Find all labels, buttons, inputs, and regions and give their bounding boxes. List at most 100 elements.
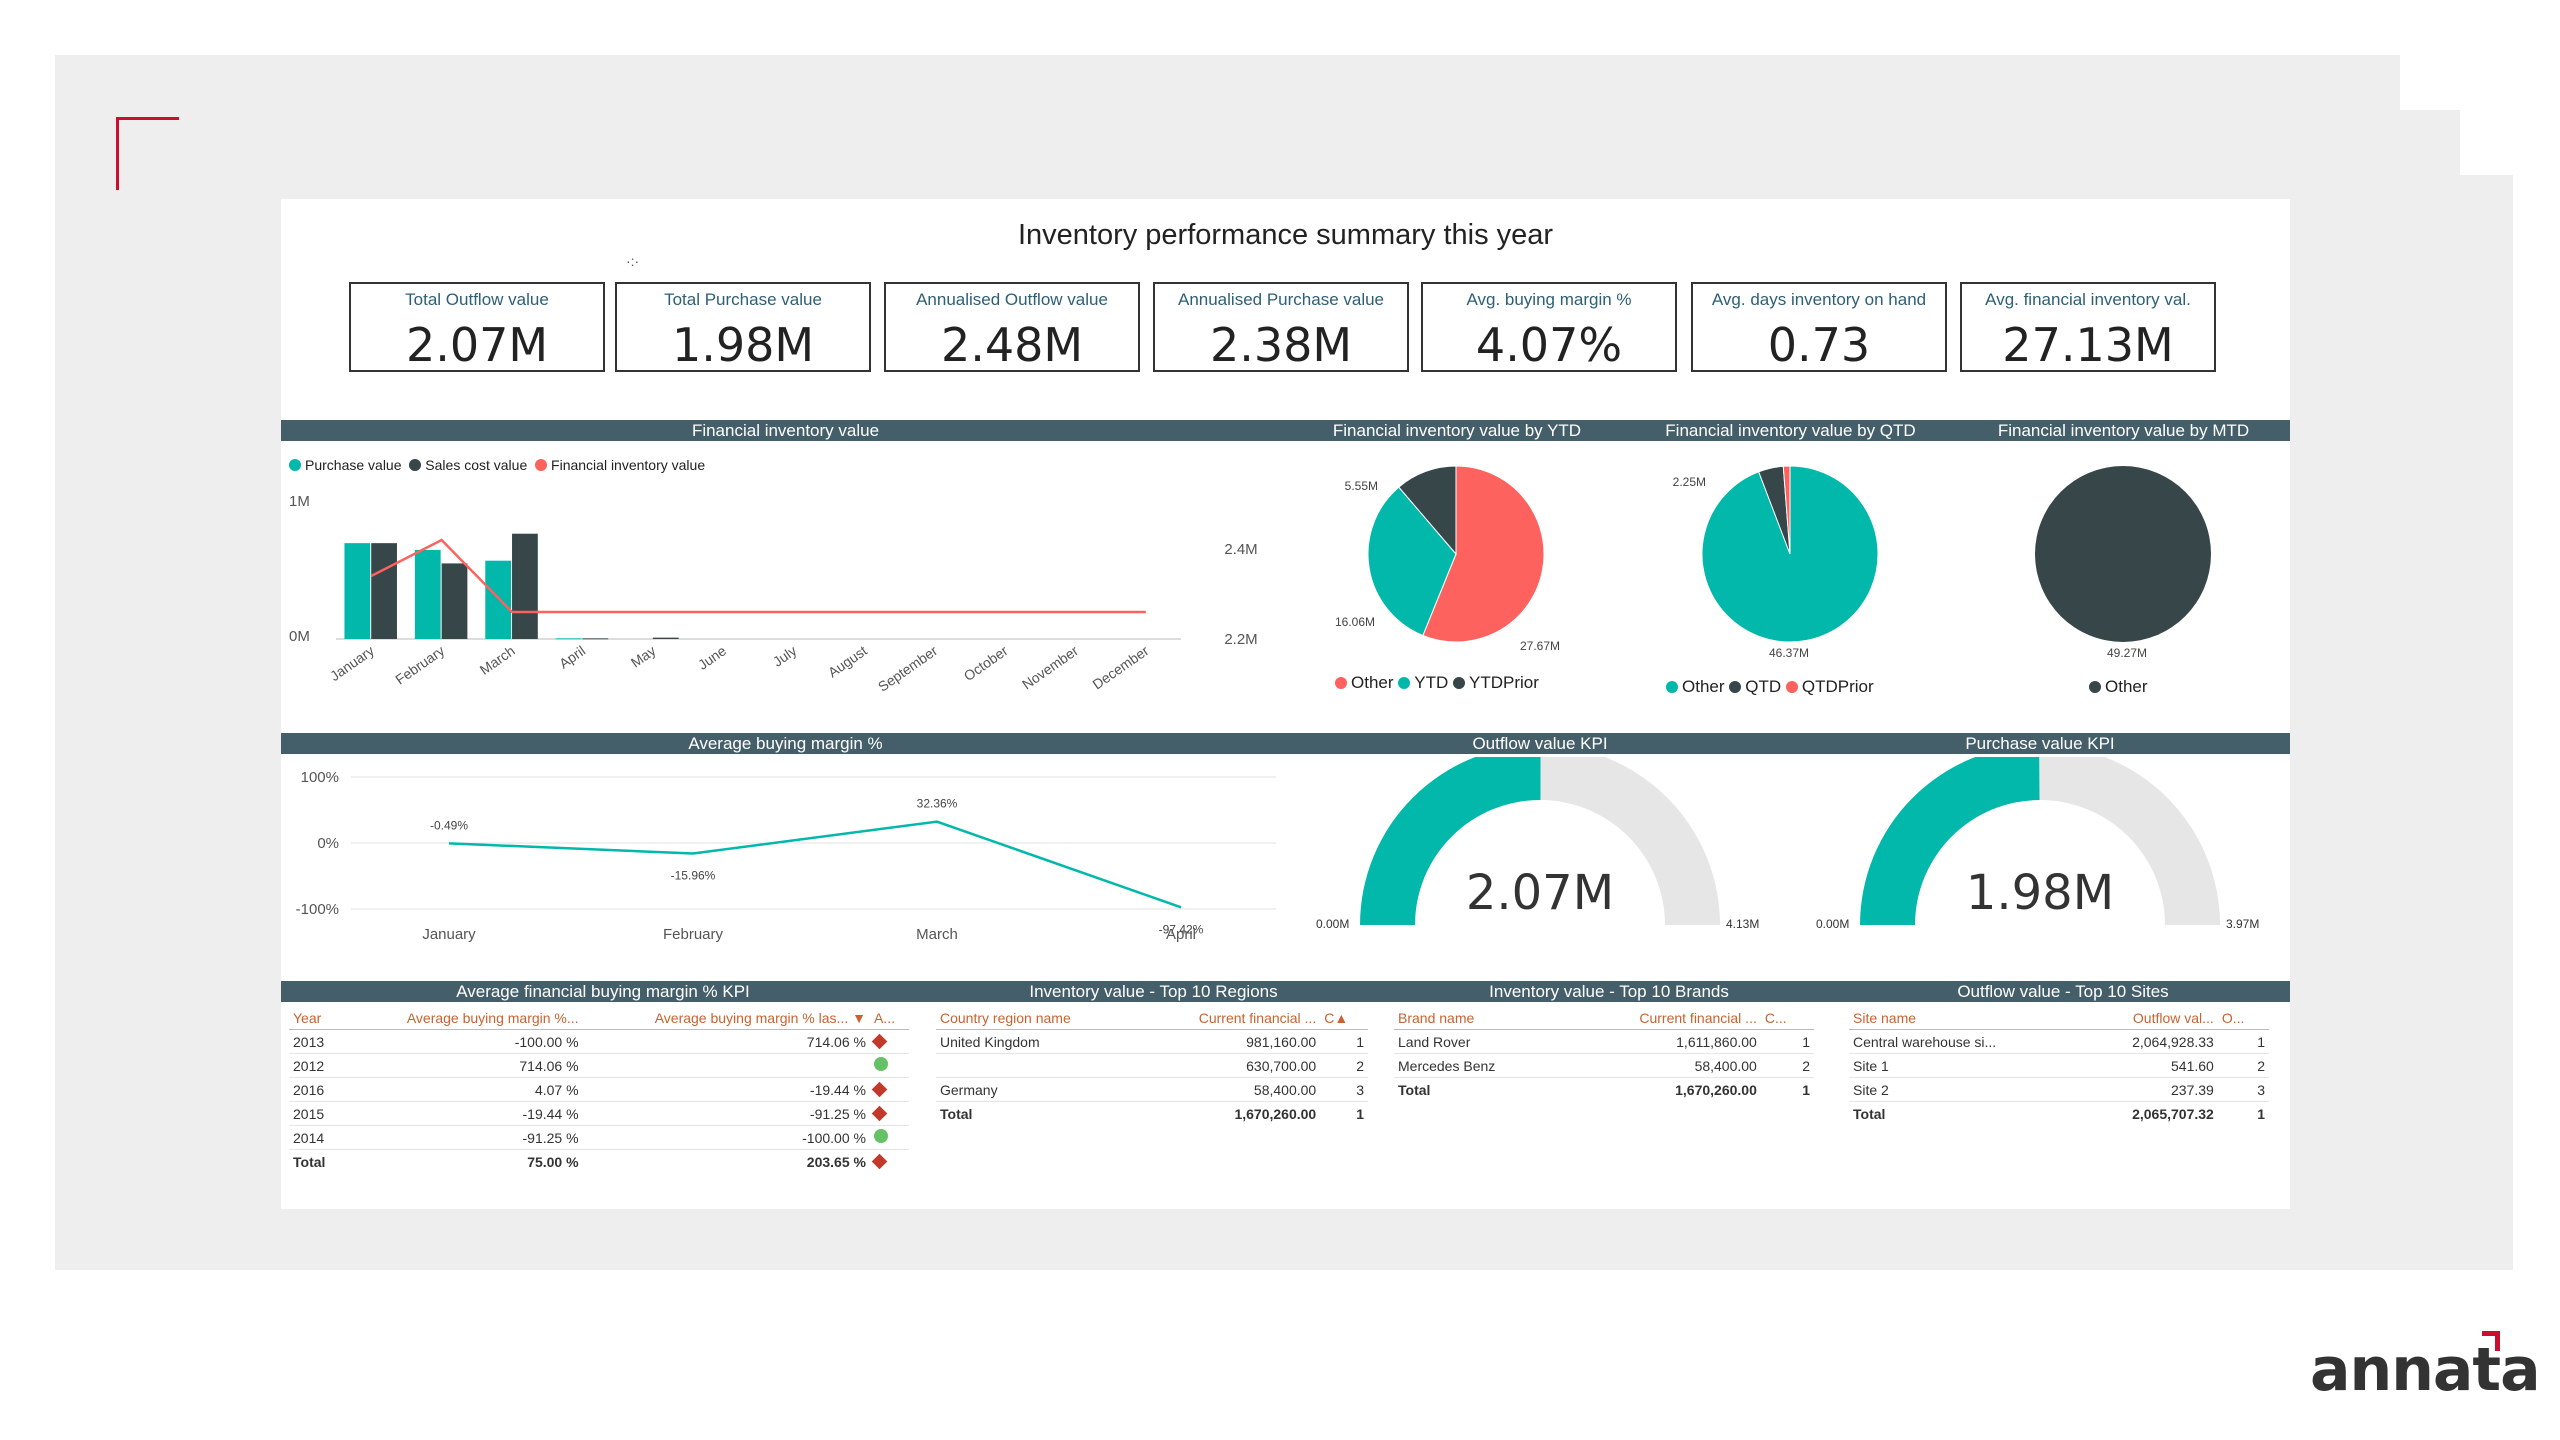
kpi-value: 2.07M: [405, 318, 549, 372]
column-header-avg-margin[interactable]: Average buying margin %...: [358, 1007, 583, 1030]
legend-item-other[interactable]: Other: [2089, 677, 2148, 696]
column-header-current-financial[interactable]: Current financial ...: [1592, 1007, 1761, 1030]
column-header-site[interactable]: Site name: [1849, 1007, 2061, 1030]
legend-dot-icon: [1335, 677, 1347, 689]
cell-value: 58,400.00: [1152, 1077, 1321, 1102]
legend-item-other[interactable]: Other: [1666, 677, 1725, 696]
x-tick-label: November: [1019, 642, 1081, 692]
qtd-pie-chart[interactable]: 2.25M 46.37M: [1624, 449, 1957, 659]
kpi-card-avg-days-inventory[interactable]: Avg. days inventory on hand 0.73: [1691, 282, 1947, 372]
legend-label: Sales cost value: [425, 457, 528, 473]
legend-item-qtd[interactable]: QTD: [1729, 677, 1781, 696]
bar-sales-cost: [512, 533, 538, 639]
sort-asc-icon: ▲: [1334, 1010, 1349, 1026]
legend-dot-icon: [1785, 681, 1798, 693]
cell-value: 237.39: [2060, 1077, 2218, 1102]
legend-item-other[interactable]: Other: [1335, 673, 1394, 692]
table-row[interactable]: Mercedes Benz 58,400.00 2: [1394, 1053, 1814, 1078]
column-header-region[interactable]: Country region name: [936, 1007, 1153, 1030]
avg-buying-margin-line-chart[interactable]: 100% 0% -100% -0.49% January -15.96% February 3…: [281, 757, 1290, 952]
table-row[interactable]: United Kingdom 981,160.00 1: [936, 1029, 1368, 1054]
cell-value: 203.65 %: [806, 1153, 866, 1170]
column-header-rank[interactable]: C▲: [1320, 1007, 1368, 1030]
financial-inventory-combo-chart[interactable]: 1M 0M 2.4M 2.2M January February March April May…: [281, 479, 1290, 704]
column-header-brand[interactable]: Brand name: [1394, 1007, 1593, 1030]
column-header-rank[interactable]: C...: [1760, 1007, 1814, 1030]
kpi-card-total-purchase[interactable]: Total Purchase value 1.98M: [615, 282, 871, 372]
section-header-brands: Inventory value - Top 10 Brands: [1382, 981, 1836, 1002]
legend-item-financial-inventory[interactable]: Financial inventory value: [535, 457, 705, 473]
cell-value: 2,064,928.33: [2060, 1029, 2218, 1054]
table-row[interactable]: 2016 4.07 % -19.44 %: [289, 1077, 909, 1102]
section-header-qtd: Financial inventory value by QTD: [1624, 420, 1957, 441]
cell-total-label: Total: [293, 1153, 326, 1170]
legend-item-ytdprior[interactable]: YTDPrior: [1453, 673, 1539, 692]
pie-slice-qtdprior: [1782, 465, 1791, 555]
cell-value: 981,160.00: [1152, 1029, 1321, 1054]
cell-name: United Kingdom: [936, 1029, 1153, 1054]
x-tick-label: March: [477, 642, 518, 677]
table-row[interactable]: 630,700.00 2: [936, 1053, 1368, 1078]
cell-total-label: Total: [1853, 1105, 1886, 1122]
table-row[interactable]: 2012 714.06 %: [289, 1053, 909, 1078]
kpi-label: Annualised Purchase value: [1177, 290, 1385, 309]
bar-purchase: [414, 549, 441, 639]
table-header-row: Brand name Current financial ... C...: [1394, 1007, 1814, 1030]
kpi-card-annualised-purchase[interactable]: Annualised Purchase value 2.38M: [1153, 282, 1409, 372]
table-row[interactable]: Site 2 237.39 3: [1849, 1077, 2269, 1102]
data-label: -0.49%: [430, 818, 468, 832]
gauge-value-arc: [1860, 757, 2040, 925]
purchase-gauge[interactable]: [1790, 757, 2290, 937]
outflow-gauge[interactable]: [1290, 757, 1790, 937]
sort-desc-icon: ▼: [852, 1010, 866, 1026]
kpi-card-annualised-outflow[interactable]: Annualised Outflow value 2.48M: [884, 282, 1140, 372]
column-header-status[interactable]: A...: [869, 1007, 909, 1030]
cell-total-label: Total: [1398, 1081, 1431, 1098]
x-tick-label: March: [916, 926, 958, 943]
annata-logo: annata: [2310, 1335, 2541, 1405]
table-row[interactable]: Germany 58,400.00 3: [936, 1077, 1368, 1102]
kpi-label: Avg. buying margin %: [1466, 290, 1632, 309]
legend-item-purchase[interactable]: Purchase value: [289, 457, 402, 473]
table-row[interactable]: Site 1 541.60 2: [1849, 1053, 2269, 1078]
column-header-year[interactable]: Year: [289, 1007, 359, 1030]
table-row[interactable]: 2013 -100.00 % 714.06 %: [289, 1029, 909, 1054]
legend-item-qtdprior[interactable]: QTDPrior: [1785, 677, 1874, 696]
table-row[interactable]: Land Rover 1,611,860.00 1: [1394, 1029, 1814, 1054]
table-header-row: Year Average buying margin %... Average …: [289, 1007, 909, 1030]
kpi-label: Avg. days inventory on hand: [1711, 290, 1927, 309]
x-tick-label: January: [422, 926, 476, 943]
kpi-card-avg-financial-inventory[interactable]: Avg. financial inventory val. 27.13M: [1960, 282, 2216, 372]
ytd-pie-chart[interactable]: 5.55M 16.06M 27.67M: [1290, 449, 1624, 659]
cell-rank: 1: [1802, 1081, 1810, 1098]
kpi-value: 0.73: [1767, 318, 1871, 372]
column-header-current-financial[interactable]: Current financial ...: [1152, 1007, 1321, 1030]
cell-value: 2,065,707.32: [2132, 1105, 2214, 1122]
column-header-avg-margin-last[interactable]: Average buying margin % las... ▼: [582, 1007, 870, 1030]
table-row[interactable]: 2014 -91.25 % -100.00 %: [289, 1125, 909, 1150]
pie-data-label: 46.37M: [1769, 646, 1809, 659]
status-down-icon: [871, 1153, 888, 1169]
legend-dot-icon: [2089, 681, 2101, 693]
x-tick-label: February: [392, 642, 447, 687]
qtd-legend: Other QTD QTDPrior: [1666, 677, 1874, 697]
cell-year: 2015: [289, 1101, 359, 1126]
table-total-row: Total 1,670,260.00 1: [1394, 1078, 1814, 1102]
cell-name: Central warehouse si...: [1849, 1029, 2061, 1054]
column-header-outflow-value[interactable]: Outflow val...: [2060, 1007, 2218, 1030]
cell-year: 2012: [289, 1053, 359, 1078]
column-header-rank[interactable]: O...: [2217, 1007, 2269, 1030]
legend-label: Other: [1682, 677, 1725, 696]
data-label: 32.36%: [917, 797, 958, 811]
kpi-card-total-outflow[interactable]: Total Outflow value 2.07M: [349, 282, 605, 372]
legend-item-ytd[interactable]: YTD: [1398, 673, 1448, 692]
mtd-pie-chart[interactable]: 49.27M: [1957, 449, 2290, 659]
pie-data-label: 5.55M: [1345, 479, 1378, 493]
x-tick-label: July: [770, 642, 800, 669]
kpi-card-avg-buying-margin[interactable]: Avg. buying margin % 4.07%: [1421, 282, 1677, 372]
bar-sales-cost: [582, 638, 609, 640]
table-row[interactable]: 2015 -19.44 % -91.25 %: [289, 1101, 909, 1126]
legend-item-sales-cost[interactable]: Sales cost value: [409, 457, 527, 473]
legend-label: YTDPrior: [1469, 673, 1539, 692]
table-row[interactable]: Central warehouse si... 2,064,928.33 1: [1849, 1029, 2269, 1054]
